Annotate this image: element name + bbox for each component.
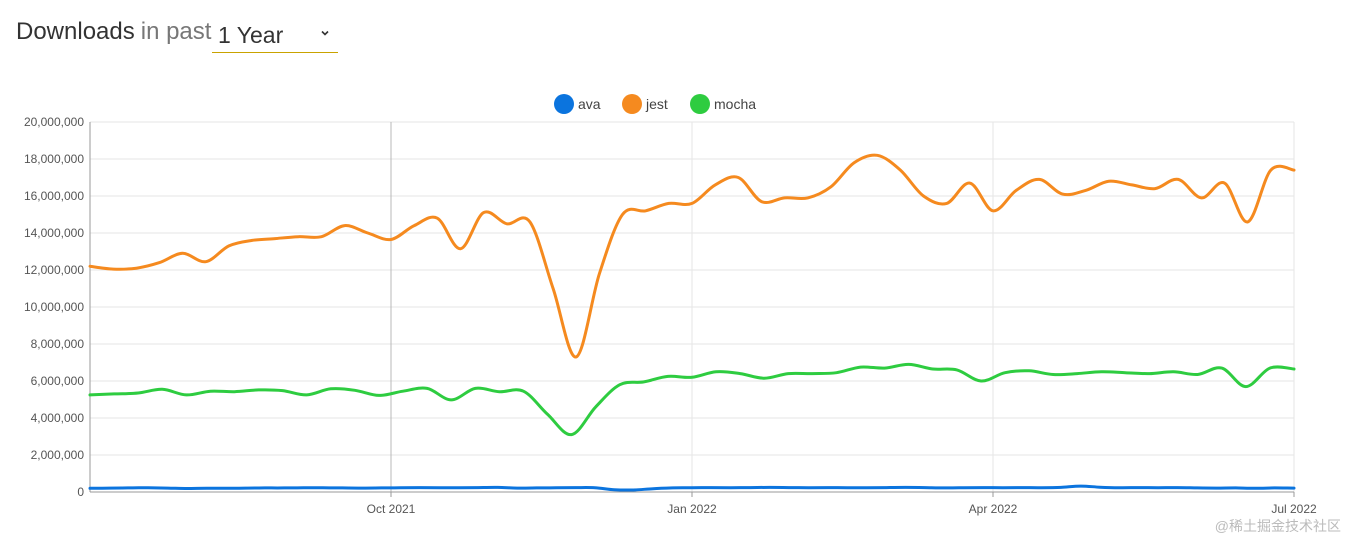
y-tick-label: 14,000,000 xyxy=(24,226,84,240)
y-tick-label: 10,000,000 xyxy=(24,300,84,314)
series-line-jest xyxy=(88,153,1296,359)
x-tick-label: Jan 2022 xyxy=(667,502,717,516)
downloads-line-chart: 20,000,000 18,000,000 16,000,000 14,000,000… xyxy=(24,94,1317,516)
period-value: 1 Year xyxy=(218,22,284,48)
series-line-ava xyxy=(88,484,1296,492)
x-tick-label: Apr 2022 xyxy=(969,502,1018,516)
series-line-mocha xyxy=(88,362,1296,437)
y-tick-label: 0 xyxy=(77,485,84,499)
chevron-down-icon xyxy=(321,30,329,36)
chart-header: Downloads in past xyxy=(16,18,211,46)
y-tick-label: 4,000,000 xyxy=(31,411,85,425)
legend-marker-ava[interactable] xyxy=(554,94,574,114)
watermark: @稀土掘金技术社区 xyxy=(1214,518,1341,534)
page-title: Downloads xyxy=(16,18,135,45)
x-tick-label: Jul 2022 xyxy=(1271,502,1317,516)
period-select[interactable]: 1 Year xyxy=(212,20,338,53)
y-tick-label: 8,000,000 xyxy=(31,337,85,351)
y-tick-label: 2,000,000 xyxy=(31,448,85,462)
legend-label-ava[interactable]: ava xyxy=(578,96,601,112)
legend-label-mocha[interactable]: mocha xyxy=(714,96,756,112)
y-tick-label: 20,000,000 xyxy=(24,115,84,129)
y-tick-label: 16,000,000 xyxy=(24,189,84,203)
legend-marker-jest[interactable] xyxy=(622,94,642,114)
y-tick-label: 18,000,000 xyxy=(24,152,84,166)
legend-label-jest[interactable]: jest xyxy=(645,96,668,112)
page-subtitle: in past xyxy=(140,18,212,45)
y-tick-label: 12,000,000 xyxy=(24,263,84,277)
y-tick-label: 6,000,000 xyxy=(31,374,85,388)
legend-marker-mocha[interactable] xyxy=(690,94,710,114)
x-tick-label: Oct 2021 xyxy=(367,502,416,516)
